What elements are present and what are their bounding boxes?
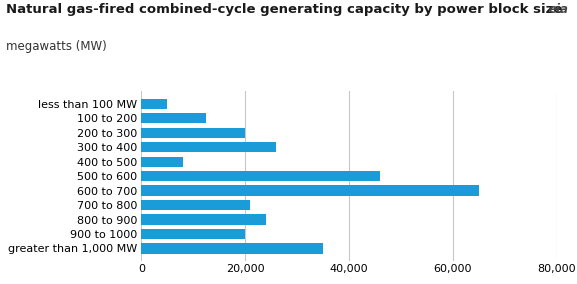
Bar bbox=[141, 229, 245, 239]
Bar bbox=[141, 214, 266, 225]
Bar bbox=[141, 156, 183, 167]
Text: eia: eia bbox=[549, 3, 568, 16]
Bar bbox=[141, 99, 167, 109]
Bar bbox=[141, 243, 323, 254]
Bar bbox=[141, 200, 250, 210]
Text: Natural gas-fired combined-cycle generating capacity by power block size: Natural gas-fired combined-cycle generat… bbox=[6, 3, 562, 16]
Text: megawatts (MW): megawatts (MW) bbox=[6, 40, 107, 53]
Bar bbox=[141, 185, 479, 196]
Bar bbox=[141, 142, 276, 152]
Bar bbox=[141, 128, 245, 138]
Bar bbox=[141, 171, 380, 181]
Bar bbox=[141, 113, 207, 123]
